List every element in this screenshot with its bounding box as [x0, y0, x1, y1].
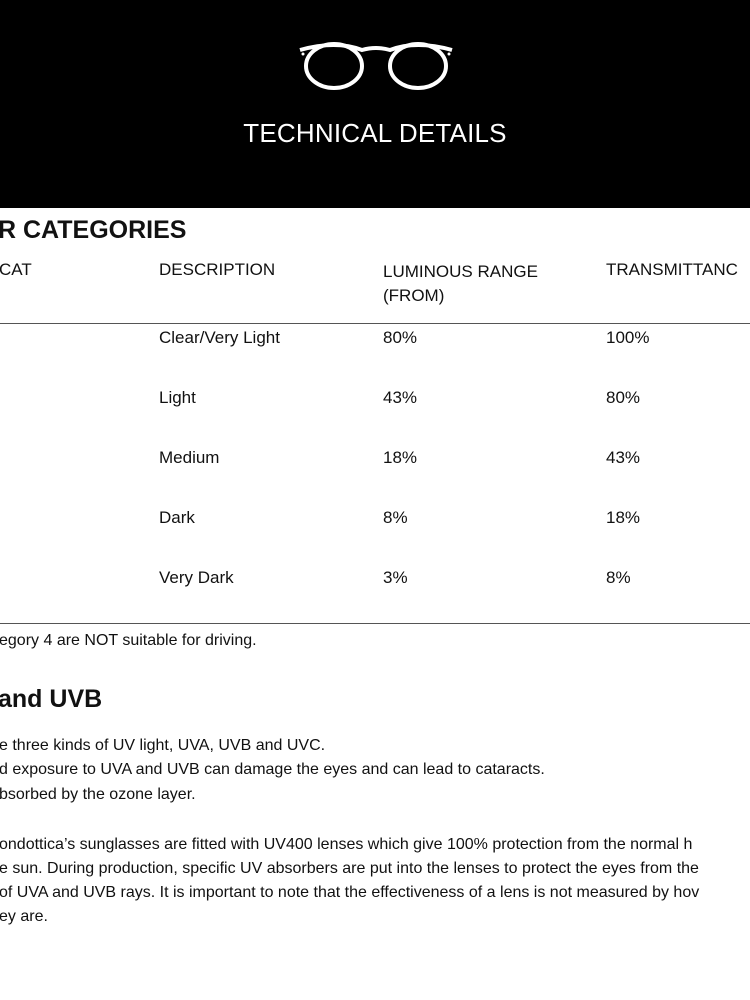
- uv-paragraph-line: e sun. During production, specific UV ab…: [0, 860, 699, 877]
- header-banner: TECHNICAL DETAILS: [0, 0, 750, 208]
- table-bottom-rule: [0, 623, 750, 624]
- section-heading-categories: R CATEGORIES: [0, 216, 187, 244]
- col-header-luminous-range: LUMINOUS RANGE (FROM): [383, 262, 538, 305]
- section-heading-uv: and UVB: [0, 685, 103, 713]
- col-header-transmittance: TRANSMITTANC: [606, 260, 738, 279]
- cell-to: 8%: [606, 568, 631, 587]
- cell-to: 18%: [606, 508, 641, 527]
- uv-line: bsorbed by the ozone layer.: [0, 786, 196, 803]
- uv-line: e three kinds of UV light, UVA, UVB and …: [0, 737, 326, 754]
- cell-from: 18%: [383, 448, 418, 467]
- uv-paragraph-line: ey are.: [0, 908, 48, 925]
- col-header-cat: CAT: [0, 260, 32, 279]
- cell-description: Very Dark: [159, 568, 234, 587]
- cell-from: 80%: [383, 328, 418, 347]
- uv-line: d exposure to UVA and UVB can damage the…: [0, 761, 545, 778]
- page-title: TECHNICAL DETAILS: [243, 118, 507, 148]
- cell-from: 8%: [383, 508, 408, 527]
- cell-to: 100%: [606, 328, 650, 347]
- cell-from: 3%: [383, 568, 408, 587]
- cell-description: Dark: [159, 508, 195, 527]
- cell-from: 43%: [383, 388, 418, 407]
- cell-to: 43%: [606, 448, 641, 467]
- glasses-icon: [299, 42, 453, 90]
- uv-paragraph-line: ondottica’s sunglasses are fitted with U…: [0, 836, 693, 853]
- cell-to: 80%: [606, 388, 641, 407]
- cell-description: Medium: [159, 448, 220, 467]
- cell-description: Light: [159, 388, 196, 407]
- col-header-description: DESCRIPTION: [159, 260, 276, 279]
- driving-note: egory 4 are NOT suitable for driving.: [0, 632, 257, 649]
- table-top-rule: [0, 323, 750, 324]
- uv-paragraph-line: of UVA and UVB rays. It is important to …: [0, 884, 700, 901]
- cell-description: Clear/Very Light: [159, 328, 280, 347]
